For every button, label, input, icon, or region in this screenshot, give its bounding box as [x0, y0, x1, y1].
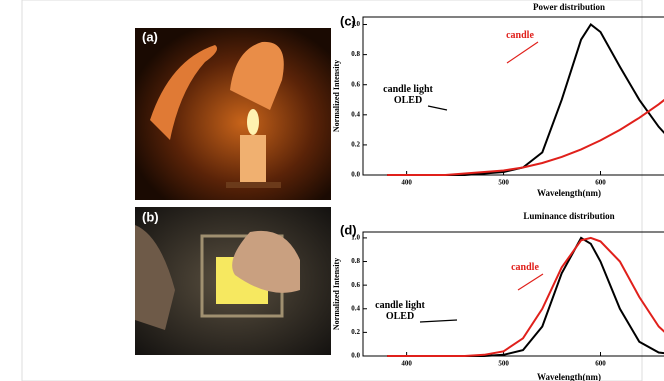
- y-tick-label: 0.8: [351, 257, 360, 265]
- y-tick-label: 0.2: [351, 141, 360, 149]
- x-tick-label: 600: [595, 179, 606, 187]
- x-tick-label: 400: [401, 360, 412, 368]
- series-label: candle light OLED: [377, 84, 439, 106]
- y-tick-label: 0.4: [351, 110, 360, 118]
- series-label: candle light OLED: [369, 300, 431, 322]
- series-label: candle: [485, 262, 565, 273]
- photo-a: (a): [135, 28, 331, 200]
- x-axis-label: Wavelength(nm): [537, 372, 601, 381]
- panel-label: (b): [142, 209, 159, 224]
- series-label-box: candle: [480, 30, 560, 56]
- panel-label: (a): [142, 29, 158, 44]
- y-tick-label: 1.0: [351, 234, 360, 242]
- x-axis-label: Wavelength(nm): [537, 188, 601, 198]
- y-axis-label: Normalized Intensity: [332, 60, 341, 132]
- series-label-box: candle: [485, 262, 565, 288]
- chart-title: Luminance distribution: [523, 211, 614, 221]
- y-axis-label: Normalized Intensity: [332, 258, 341, 330]
- y-tick-label: 0.6: [351, 281, 360, 289]
- y-tick-label: 0.6: [351, 80, 360, 88]
- x-tick-label: 500: [498, 179, 509, 187]
- y-tick-label: 0.0: [351, 352, 360, 360]
- y-tick-label: 0.8: [351, 50, 360, 58]
- chart-title: Power distribution: [533, 2, 605, 12]
- series-label-box: candle light OLED: [368, 84, 448, 110]
- y-tick-label: 1.0: [351, 20, 360, 28]
- y-tick-label: 0.0: [351, 171, 360, 179]
- x-tick-label: 500: [498, 360, 509, 368]
- photo-b: (b): [135, 207, 331, 355]
- figure: (a) (b) Power distribution(c)Wavelength(…: [0, 0, 664, 381]
- x-tick-label: 600: [595, 360, 606, 368]
- x-tick-label: 400: [401, 179, 412, 187]
- y-tick-label: 0.2: [351, 328, 360, 336]
- series-label: candle: [480, 30, 560, 41]
